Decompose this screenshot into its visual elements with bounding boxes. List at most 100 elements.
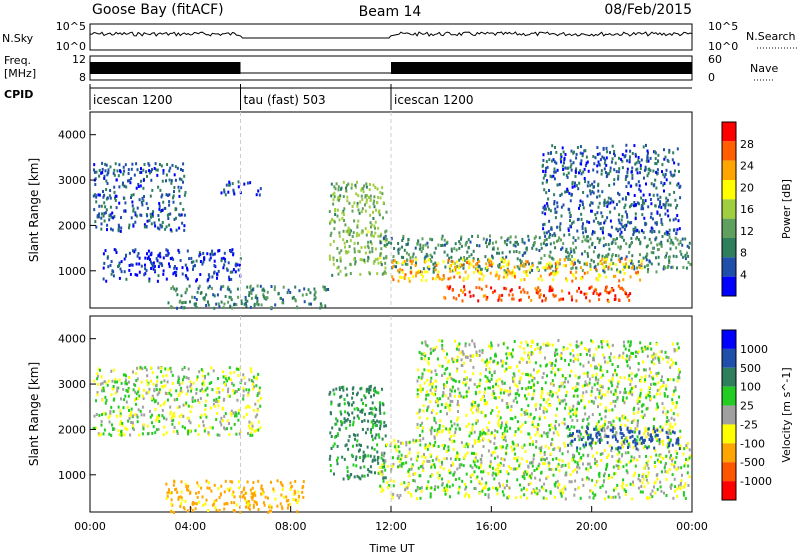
cell-1-4: [479, 372, 482, 376]
cell-0-8: [618, 200, 621, 204]
cell-1-4: [595, 425, 598, 429]
cell-0-8: [606, 204, 609, 208]
cell-0-0: [130, 167, 133, 171]
cell-1-2: [375, 408, 378, 411]
cell-1-3: [687, 484, 690, 487]
cell-0-6: [526, 260, 529, 264]
cell-0-5: [491, 241, 494, 245]
cell-1-0: [127, 380, 130, 384]
cell-1-3: [675, 455, 678, 459]
cell-0-5: [434, 261, 437, 265]
cell-0-8: [675, 231, 678, 235]
cell-1-3: [423, 460, 425, 464]
cell-0-4: [385, 210, 388, 214]
cell-1-0: [171, 414, 174, 418]
cell-1-3: [627, 442, 630, 446]
cell-1-0: [202, 424, 205, 428]
cell-1-1: [243, 486, 246, 490]
cell-1-1: [213, 500, 216, 504]
cell-0-5: [471, 234, 474, 238]
cell-1-3: [433, 444, 436, 447]
cell-1-1: [294, 498, 297, 502]
cell-0-2: [177, 248, 180, 252]
cell-0-8: [617, 177, 620, 181]
cell-0-4: [345, 251, 348, 255]
cell-1-4: [578, 375, 581, 379]
cell-0-8: [553, 202, 556, 206]
cell-0-3: [277, 291, 280, 295]
cell-0-5: [383, 270, 386, 274]
cell-1-4: [503, 389, 506, 393]
cell-0-8: [629, 149, 632, 153]
cell-1-4: [525, 387, 528, 391]
cell-1-0: [185, 401, 188, 405]
cell-0-7: [617, 298, 620, 302]
cell-1-3: [676, 451, 679, 455]
cell-0-6: [507, 260, 510, 264]
cell-0-5: [597, 255, 600, 259]
cell-1-4: [420, 356, 423, 360]
cell-0-6: [438, 277, 441, 281]
cell-1-0: [222, 370, 224, 374]
cell-1-4: [481, 349, 484, 353]
cell-1-3: [589, 444, 592, 448]
cell-1-1: [296, 510, 299, 514]
cell-1-4: [481, 428, 484, 432]
cell-1-0: [226, 419, 229, 423]
cell-0-8: [674, 169, 676, 173]
cell-1-0: [231, 382, 233, 385]
cell-1-4: [590, 393, 593, 397]
cell-1-0: [207, 431, 210, 435]
cell-1-0: [147, 432, 149, 436]
cell-1-4: [463, 378, 465, 381]
cell-0-2: [123, 257, 126, 261]
cell-1-0: [163, 416, 165, 420]
cell-1-4: [560, 357, 563, 361]
cell-0-0: [135, 186, 138, 190]
cell-1-3: [601, 484, 604, 488]
cell-0-8: [563, 156, 566, 160]
cell-0-8: [578, 181, 581, 185]
cell-0-8: [558, 225, 561, 229]
cell-0-8: [663, 175, 666, 179]
cell-0-0: [109, 213, 112, 217]
cell-0-5: [612, 262, 615, 265]
cell-0-2: [113, 248, 116, 252]
cell-0-8: [659, 213, 661, 217]
cell-1-4: [478, 384, 481, 387]
cell-1-1: [293, 493, 296, 496]
cell-0-5: [587, 239, 590, 243]
cell-1-3: [642, 477, 645, 481]
cell-1-3: [656, 477, 659, 481]
cell-1-3: [537, 464, 540, 468]
cell-1-4: [455, 347, 458, 351]
cell-0-6: [420, 278, 423, 282]
cell-0-5: [554, 246, 557, 250]
cell-0-8: [583, 177, 586, 180]
cell-1-0: [164, 367, 167, 371]
cell-0-5: [450, 249, 453, 253]
cell-1-3: [451, 461, 454, 465]
cell-1-3: [533, 469, 536, 472]
cell-0-8: [575, 152, 578, 156]
cell-0-7: [617, 284, 620, 288]
cell-1-3: [392, 479, 395, 483]
cell-0-3: [176, 306, 178, 310]
cell-1-2: [367, 388, 370, 391]
cell-0-6: [640, 259, 643, 263]
cell-0-5: [434, 246, 437, 250]
cell-0-0: [123, 196, 126, 200]
cell-0-5: [593, 266, 596, 269]
cell-1-4: [584, 412, 587, 416]
cell-1-3: [413, 472, 416, 476]
cell-1-3: [515, 444, 518, 447]
cell-1-3: [470, 480, 473, 484]
cell-1-3: [515, 496, 518, 500]
cell-1-4: [443, 386, 445, 390]
cell-1-3: [646, 463, 649, 467]
cell-0-8: [572, 220, 575, 224]
cell-0-6: [459, 263, 462, 266]
cell-1-3: [641, 475, 644, 478]
cell-1-0: [143, 413, 146, 417]
cell-1-0: [229, 371, 232, 375]
